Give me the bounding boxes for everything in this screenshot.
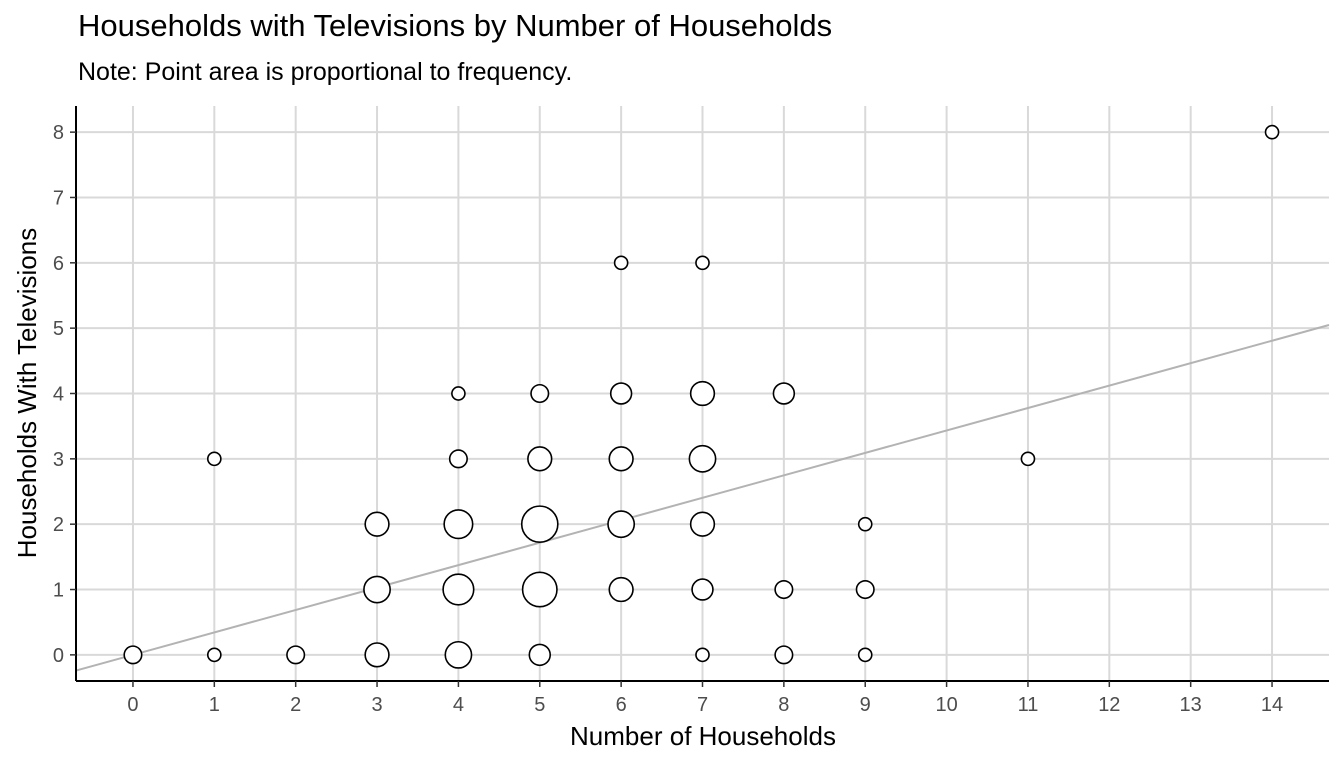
data-point [206,647,222,663]
data-point [609,382,633,405]
data-point [613,255,629,271]
data-point [451,386,466,401]
data-point [448,449,468,469]
data-point [608,576,634,603]
x-tick-label: 7 [697,694,708,716]
data-point [442,573,475,606]
data-point [206,451,222,467]
data-point [608,446,634,472]
data-point [443,509,474,540]
y-tick-label: 7 [53,187,64,209]
data-point [689,511,716,537]
data-point [774,579,794,600]
y-tick-label: 0 [53,645,64,667]
x-tick-label: 2 [290,694,301,716]
x-tick-label: 13 [1180,694,1202,716]
data-point [123,645,143,665]
data-point [1264,124,1280,140]
data-point [691,578,714,601]
y-tick-label: 6 [53,253,64,275]
data-point [689,380,716,407]
x-tick-label: 1 [209,694,220,716]
data-point [857,647,873,663]
x-tick-label: 6 [616,694,627,716]
point-layer [123,124,1280,669]
data-point [520,505,559,544]
data-point [855,579,875,600]
x-tick-label: 8 [778,694,789,716]
data-point [528,643,552,667]
y-tick-label: 5 [53,318,64,340]
chart-subtitle: Note: Point area is proportional to freq… [78,58,573,86]
data-point [444,640,473,669]
trend-layer [75,324,1330,672]
x-tick-label: 10 [935,694,957,716]
data-point [607,510,636,539]
x-tick-label: 12 [1098,694,1120,716]
trend-line [75,324,1330,672]
x-axis-title: Number of Households [570,721,836,751]
x-tick-label: 4 [453,694,464,716]
x-tick-label: 3 [371,694,382,716]
data-point [364,511,390,537]
data-point [530,383,550,404]
chart-title: Households with Televisions by Number of… [78,8,833,43]
data-point [695,647,710,663]
x-tick-label: 11 [1018,694,1039,716]
data-point [688,444,717,473]
x-tick-label: 9 [860,694,871,716]
data-point [521,571,558,608]
data-point [774,645,794,665]
x-tick-label: 14 [1261,694,1283,716]
data-point [364,642,390,668]
data-point [857,516,873,532]
x-tick-label: 5 [534,694,545,716]
y-tick-label: 1 [53,580,64,602]
y-tick-label: 3 [53,449,64,471]
data-point [1020,451,1036,467]
data-point [286,645,306,665]
y-axis-title: Households With Televisions [12,228,42,558]
x-tick-label: 0 [127,694,138,716]
data-point [527,446,553,472]
axis-layer [70,106,1329,687]
y-tick-label: 8 [53,122,64,144]
y-tick-label: 2 [53,514,64,536]
y-tick-label: 4 [53,384,64,406]
data-point [695,255,710,271]
data-point [772,382,796,405]
data-point [363,575,391,604]
